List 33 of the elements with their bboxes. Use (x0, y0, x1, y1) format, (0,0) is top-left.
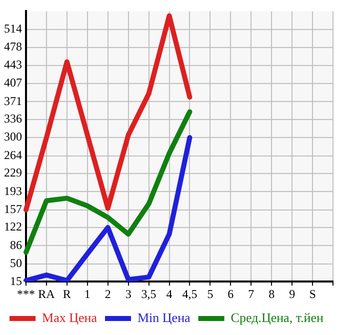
x-tick-label: *** (17, 286, 35, 301)
y-tick-label: 407 (4, 76, 22, 90)
legend-label: Min Цена (138, 310, 191, 325)
x-tick-label: 4,5 (182, 286, 198, 301)
x-tick-label: 6 (228, 286, 234, 301)
x-tick-label: 8 (268, 286, 275, 301)
x-tick-label: 3 (125, 286, 132, 301)
y-tick-label: 86 (10, 238, 22, 252)
y-tick-label: 122 (4, 220, 22, 234)
x-tick-label: S (309, 286, 316, 301)
x-tick-label: 1 (84, 286, 90, 301)
y-tick-label: 443 (4, 57, 22, 72)
x-tick-label: R (62, 286, 71, 301)
y-tick-label: 15 (10, 274, 22, 288)
legend-label: Сред.Цена, т.йен (230, 310, 324, 325)
y-tick-label: 50 (10, 256, 22, 270)
x-tick-label: 7 (248, 286, 254, 301)
y-tick-label: 371 (4, 94, 22, 108)
y-tick-label: 514 (4, 22, 22, 36)
y-tick-label: 478 (4, 40, 22, 54)
y-tick-label: 264 (4, 148, 22, 162)
y-tick-label: 300 (4, 130, 22, 144)
x-tick-label: RA (38, 286, 56, 301)
x-tick-label: 5 (207, 286, 214, 301)
x-tick-label: 3,5 (141, 286, 156, 301)
x-tick-label: 4 (166, 286, 172, 301)
legend-label: Max Цена (42, 310, 98, 325)
y-tick-label: 229 (4, 166, 22, 180)
y-tick-label: 336 (4, 112, 22, 126)
x-tick-label: 2 (104, 286, 111, 301)
x-tick-label: 9 (289, 286, 296, 301)
y-tick-label: 157 (4, 202, 22, 216)
y-tick-label: 193 (4, 184, 22, 198)
